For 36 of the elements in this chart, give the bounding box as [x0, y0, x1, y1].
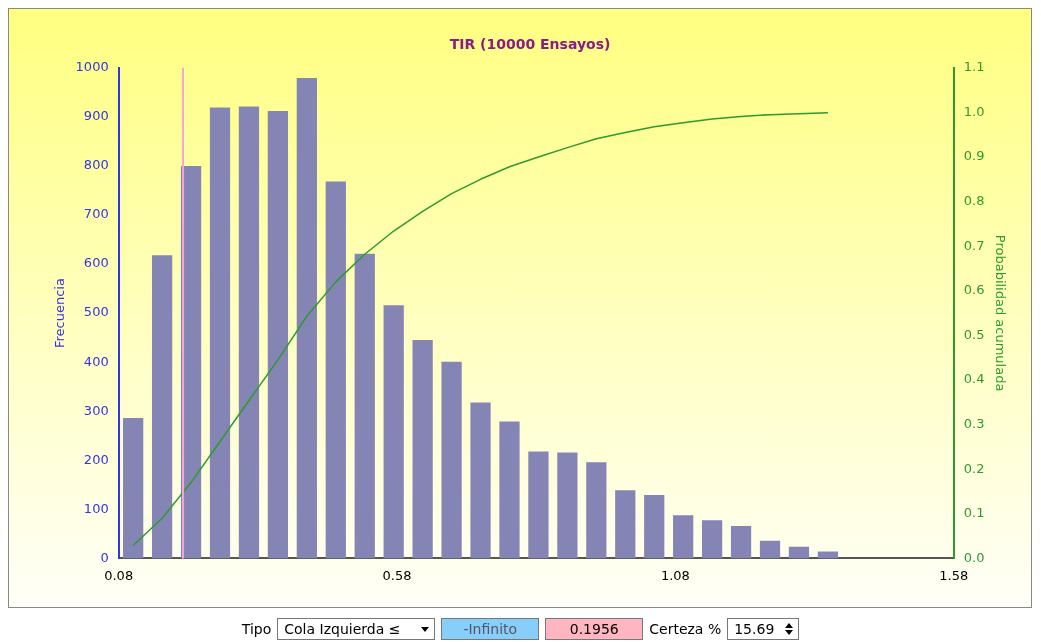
y-tick-label: 500	[83, 304, 109, 320]
x-tick-label: 0.08	[104, 567, 134, 583]
chart-title: TIR (10000 Ensayos)	[449, 36, 611, 53]
y-tick-label: 200	[83, 451, 109, 467]
y-tick-label: 100	[83, 500, 109, 516]
text: Cola Izquierda ≤	[284, 620, 401, 639]
y2-tick-label: 0.9	[963, 148, 985, 164]
y2-tick-label: 1.0	[963, 103, 985, 119]
y2-tick-label: 0.3	[963, 415, 985, 431]
y-tick-label: 300	[83, 402, 109, 418]
text: 0.1956	[569, 620, 619, 639]
x-tick-label: 1.08	[660, 567, 690, 583]
y2-tick-label: 0.8	[963, 192, 985, 208]
y2-axis-title: Probabilidad acumulada	[992, 234, 1008, 392]
y2-tick-label: 0.4	[963, 371, 985, 387]
text: Certeza %	[649, 621, 722, 637]
y2-tick-label: 0.5	[963, 326, 985, 342]
y-tick-label: 400	[83, 353, 109, 369]
text: -Infinito	[463, 620, 518, 639]
y-axis-title: Frecuencia	[52, 278, 68, 349]
x-tick-label: 0.58	[382, 567, 412, 583]
y-tick-label: 1000	[75, 59, 109, 75]
y2-tick-label: 0.7	[963, 237, 985, 253]
x-tick-label: 1.58	[939, 567, 969, 583]
y2-tick-label: 1.1	[963, 59, 985, 75]
text: 15.69	[734, 620, 775, 639]
y2-tick-label: 0.0	[963, 549, 985, 565]
text: Tipo	[241, 621, 272, 637]
y-tick-label: 600	[83, 255, 109, 271]
y-tick-label: 900	[83, 108, 109, 124]
y-tick-label: 800	[83, 157, 109, 173]
y2-tick-label: 0.2	[963, 460, 985, 476]
y-tick-label: 700	[83, 206, 109, 222]
y2-tick-label: 0.6	[963, 282, 985, 298]
y2-tick-label: 0.1	[963, 505, 985, 521]
y-tick-label: 0	[100, 549, 109, 565]
